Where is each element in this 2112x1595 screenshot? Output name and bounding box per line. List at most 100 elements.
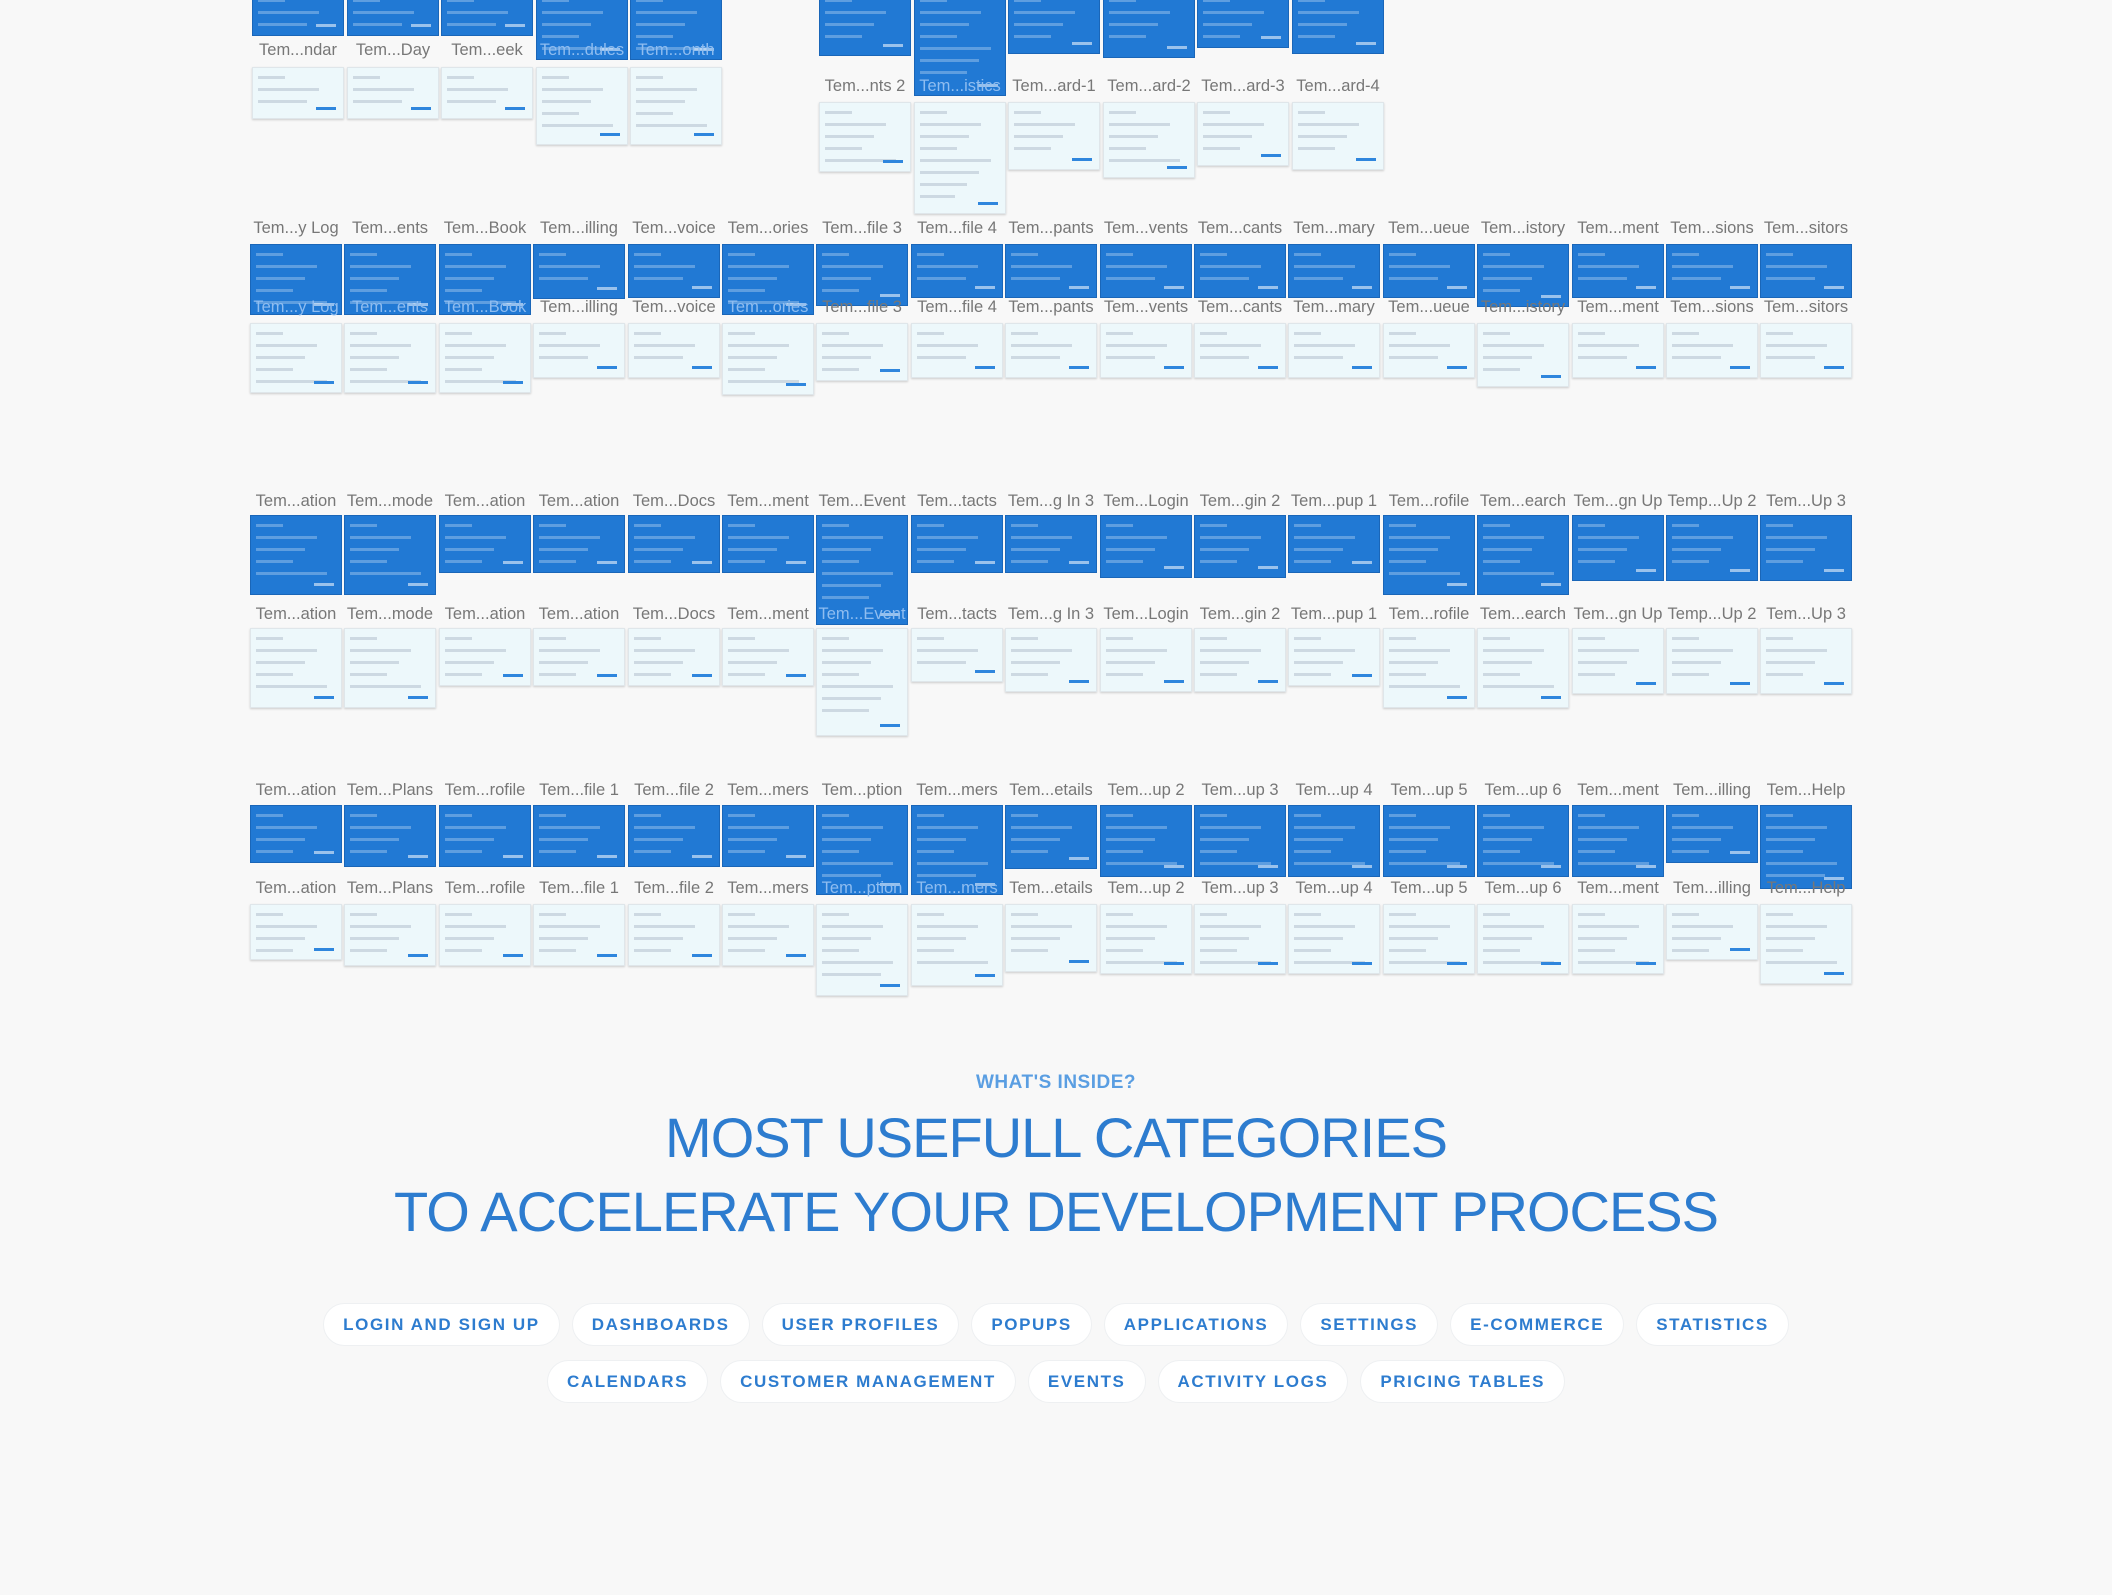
artboard-selected-thumbnail[interactable] xyxy=(1005,805,1097,869)
artboard-label[interactable]: Tem...rofile xyxy=(1388,605,1470,623)
artboard-selected-thumbnail[interactable] xyxy=(1005,244,1097,298)
artboard-label[interactable]: Tem...dules xyxy=(539,41,625,59)
artboard-label[interactable]: Tem...tacts xyxy=(917,605,997,623)
category-pill-statistics[interactable]: STATISTICS xyxy=(1636,1303,1789,1346)
artboard-selected-thumbnail[interactable] xyxy=(344,244,436,315)
category-pill-customer-management[interactable]: CUSTOMER MANAGEMENT xyxy=(720,1360,1016,1403)
artboard-selected-thumbnail[interactable] xyxy=(1005,515,1097,573)
artboard-label[interactable]: Tem...sions xyxy=(1670,219,1754,237)
artboard-label[interactable]: Tem...rofile xyxy=(444,879,526,897)
artboard-label[interactable]: Tem...ment xyxy=(1577,298,1659,316)
artboard-preview-thumbnail[interactable] xyxy=(344,323,436,393)
artboard-label[interactable]: Tem...tacts xyxy=(917,492,997,510)
artboard-label[interactable]: Tem...Plans xyxy=(346,879,434,897)
artboard-preview-thumbnail[interactable] xyxy=(441,67,533,119)
artboard-label[interactable]: Tem...mers xyxy=(916,879,998,897)
artboard-preview-thumbnail[interactable] xyxy=(1194,323,1286,378)
artboard-label[interactable]: Tem...sions xyxy=(1670,298,1754,316)
artboard-label[interactable]: Tem...file 3 xyxy=(822,298,902,316)
artboard-label[interactable]: Tem...ard-4 xyxy=(1296,77,1380,95)
artboard-label[interactable]: Tem...mers xyxy=(727,879,809,897)
artboard-selected-thumbnail[interactable] xyxy=(1194,244,1286,298)
artboard-label[interactable]: Tem...illing xyxy=(1673,781,1751,799)
artboard-label[interactable]: Tem...sitors xyxy=(1763,298,1849,316)
artboard-label[interactable]: Temp...Up 2 xyxy=(1667,492,1757,510)
artboard-preview-thumbnail[interactable] xyxy=(344,628,436,708)
artboard-label[interactable]: Tem...ption xyxy=(821,781,903,799)
artboard-selected-thumbnail[interactable] xyxy=(722,515,814,573)
artboard-preview-thumbnail[interactable] xyxy=(1383,904,1475,974)
artboard-preview-thumbnail[interactable] xyxy=(1100,323,1192,378)
category-pill-e-commerce[interactable]: E-COMMERCE xyxy=(1450,1303,1625,1346)
artboard-label[interactable]: Tem...onth xyxy=(637,41,715,59)
artboard-label[interactable]: Tem...ents xyxy=(351,219,429,237)
artboard-label[interactable]: Tem...up 2 xyxy=(1107,879,1185,897)
artboard-preview-thumbnail[interactable] xyxy=(1194,628,1286,692)
artboard-label[interactable]: Tem...pup 1 xyxy=(1290,605,1378,623)
artboard-label[interactable]: Tem...ation xyxy=(444,605,526,623)
artboard-selected-thumbnail[interactable] xyxy=(250,805,342,863)
artboard-label[interactable]: Tem...ard-1 xyxy=(1012,77,1096,95)
artboard-preview-thumbnail[interactable] xyxy=(911,904,1003,986)
artboard-label[interactable]: Tem...up 5 xyxy=(1390,781,1468,799)
artboard-preview-thumbnail[interactable] xyxy=(628,323,720,378)
artboard-selected-thumbnail[interactable] xyxy=(1383,244,1475,298)
artboard-label[interactable]: Tem...istory xyxy=(1480,298,1566,316)
artboard-label[interactable]: Tem...up 6 xyxy=(1484,879,1562,897)
artboard-label[interactable]: Tem...mary xyxy=(1293,298,1375,316)
artboard-label[interactable]: Tem...illing xyxy=(540,219,618,237)
artboard-preview-thumbnail[interactable] xyxy=(628,904,720,966)
artboard-selected-thumbnail[interactable] xyxy=(344,805,436,867)
artboard-selected-thumbnail[interactable] xyxy=(1477,244,1569,307)
artboard-preview-thumbnail[interactable] xyxy=(439,323,531,393)
artboard-preview-thumbnail[interactable] xyxy=(439,628,531,686)
artboard-label[interactable]: Tem...ption xyxy=(821,879,903,897)
artboard-label[interactable]: Tem...gin 2 xyxy=(1199,492,1281,510)
artboard-selected-thumbnail[interactable] xyxy=(536,0,628,60)
artboard-label[interactable]: Tem...etails xyxy=(1009,879,1093,897)
artboard-preview-thumbnail[interactable] xyxy=(536,67,628,145)
artboard-label[interactable]: Tem...ueue xyxy=(1388,298,1470,316)
artboard-selected-thumbnail[interactable] xyxy=(1666,805,1758,863)
artboard-selected-thumbnail[interactable] xyxy=(441,0,533,36)
artboard-selected-thumbnail[interactable] xyxy=(533,515,625,573)
artboard-selected-thumbnail[interactable] xyxy=(1288,244,1380,298)
artboard-preview-thumbnail[interactable] xyxy=(630,67,722,145)
artboard-label[interactable]: Tem...Login xyxy=(1103,492,1189,510)
category-pill-calendars[interactable]: CALENDARS xyxy=(546,1360,709,1403)
artboard-preview-thumbnail[interactable] xyxy=(911,628,1003,682)
artboard-selected-thumbnail[interactable] xyxy=(533,244,625,299)
artboard-selected-thumbnail[interactable] xyxy=(1100,244,1192,298)
artboard-label[interactable]: Tem...vents xyxy=(1103,298,1189,316)
artboard-selected-thumbnail[interactable] xyxy=(1100,515,1192,578)
artboard-selected-thumbnail[interactable] xyxy=(439,805,531,867)
artboard-selected-thumbnail[interactable] xyxy=(1572,805,1664,877)
artboard-selected-thumbnail[interactable] xyxy=(1383,805,1475,877)
artboard-label[interactable]: Tem...file 2 xyxy=(634,781,714,799)
artboard-selected-thumbnail[interactable] xyxy=(816,244,908,306)
artboard-preview-thumbnail[interactable] xyxy=(1194,904,1286,974)
artboard-preview-thumbnail[interactable] xyxy=(1477,628,1569,708)
artboard-selected-thumbnail[interactable] xyxy=(1572,515,1664,581)
category-pill-events[interactable]: EVENTS xyxy=(1027,1360,1146,1403)
artboard-label[interactable]: Tem...ment xyxy=(1577,879,1659,897)
artboard-label[interactable]: Tem...Help xyxy=(1766,781,1846,799)
artboard-label[interactable]: Tem...gn Up xyxy=(1573,605,1663,623)
artboard-preview-thumbnail[interactable] xyxy=(1666,628,1758,694)
artboard-label[interactable]: Tem...mers xyxy=(916,781,998,799)
artboard-preview-thumbnail[interactable] xyxy=(819,102,911,172)
artboard-label[interactable]: Tem...g In 3 xyxy=(1007,605,1095,623)
artboard-preview-thumbnail[interactable] xyxy=(252,67,344,119)
artboard-selected-thumbnail[interactable] xyxy=(630,0,722,60)
artboard-label[interactable]: Tem...Event xyxy=(818,605,906,623)
category-pill-applications[interactable]: APPLICATIONS xyxy=(1103,1303,1289,1346)
artboard-label[interactable]: Tem...Help xyxy=(1766,879,1846,897)
artboard-label[interactable]: Tem...up 5 xyxy=(1390,879,1468,897)
artboard-selected-thumbnail[interactable] xyxy=(344,515,436,595)
artboard-label[interactable]: Tem...earch xyxy=(1479,492,1567,510)
artboard-label[interactable]: Tem...ories xyxy=(727,298,809,316)
artboard-selected-thumbnail[interactable] xyxy=(1292,0,1384,54)
artboard-preview-thumbnail[interactable] xyxy=(722,628,814,686)
artboard-selected-thumbnail[interactable] xyxy=(816,515,908,625)
artboard-selected-thumbnail[interactable] xyxy=(1477,515,1569,595)
